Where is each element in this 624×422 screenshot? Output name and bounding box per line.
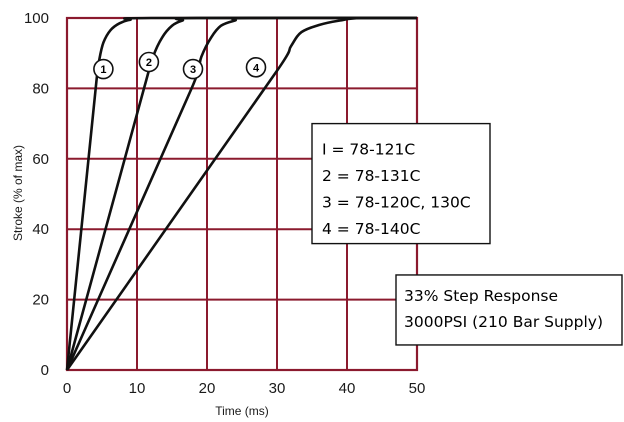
- x-tick-label-0: 0: [63, 380, 71, 397]
- curve-marker-4: [245, 56, 267, 78]
- curve-marker-1: [93, 58, 114, 80]
- series-line-3: [65, 16, 418, 371]
- curve-markers: 1 2 3 4: [93, 51, 267, 80]
- x-tick-label-40: 40: [339, 380, 356, 397]
- y-tick-label-80: 80: [32, 80, 49, 97]
- curve-marker-2: [138, 51, 160, 73]
- legend-box-line-1: I = 78-121C: [322, 141, 415, 159]
- curve-marker-label-3: 3: [190, 64, 196, 76]
- legend-box-line-3: 3 = 78-120C, 130C: [322, 194, 471, 212]
- y-tick-label-100: 100: [24, 10, 49, 27]
- y-tick-label-0: 0: [41, 362, 49, 379]
- series-line-4: [65, 16, 418, 371]
- y-axis-title: Stroke (% of max): [11, 145, 25, 241]
- y-tick-label-20: 20: [32, 292, 49, 309]
- curve-marker-3: [182, 58, 204, 80]
- legend-box-line-2: 2 = 78-131C: [322, 167, 420, 185]
- curve-marker-label-1: 1: [100, 64, 106, 76]
- curve-marker-label-4: 4: [253, 62, 260, 74]
- legend-box-line-4: 4 = 78-140C: [322, 220, 420, 238]
- note-box-frame: [395, 274, 623, 346]
- curve-marker-label-2: 2: [146, 57, 152, 69]
- x-tick-label-30: 30: [269, 380, 286, 397]
- note-box-line-2: 3000PSI (210 Bar Supply): [404, 313, 603, 331]
- x-tick-label-50: 50: [409, 380, 426, 397]
- y-tick-label-60: 60: [32, 151, 49, 168]
- x-tick-label-20: 20: [199, 380, 216, 397]
- x-tick-label-10: 10: [129, 380, 146, 397]
- y-tick-label-40: 40: [32, 221, 49, 238]
- annotation-boxes: I = 78-121C 2 = 78-131C 3 = 78-120C, 130C 4…: [311, 122, 623, 346]
- legend-box-frame: [311, 122, 491, 245]
- tick-labels: 0 10 20 30 40 50 0 20 40 60 80 100: [24, 10, 425, 397]
- note-box-line-1: 33% Step Response: [404, 287, 558, 305]
- x-axis-title: Time (ms): [215, 404, 269, 418]
